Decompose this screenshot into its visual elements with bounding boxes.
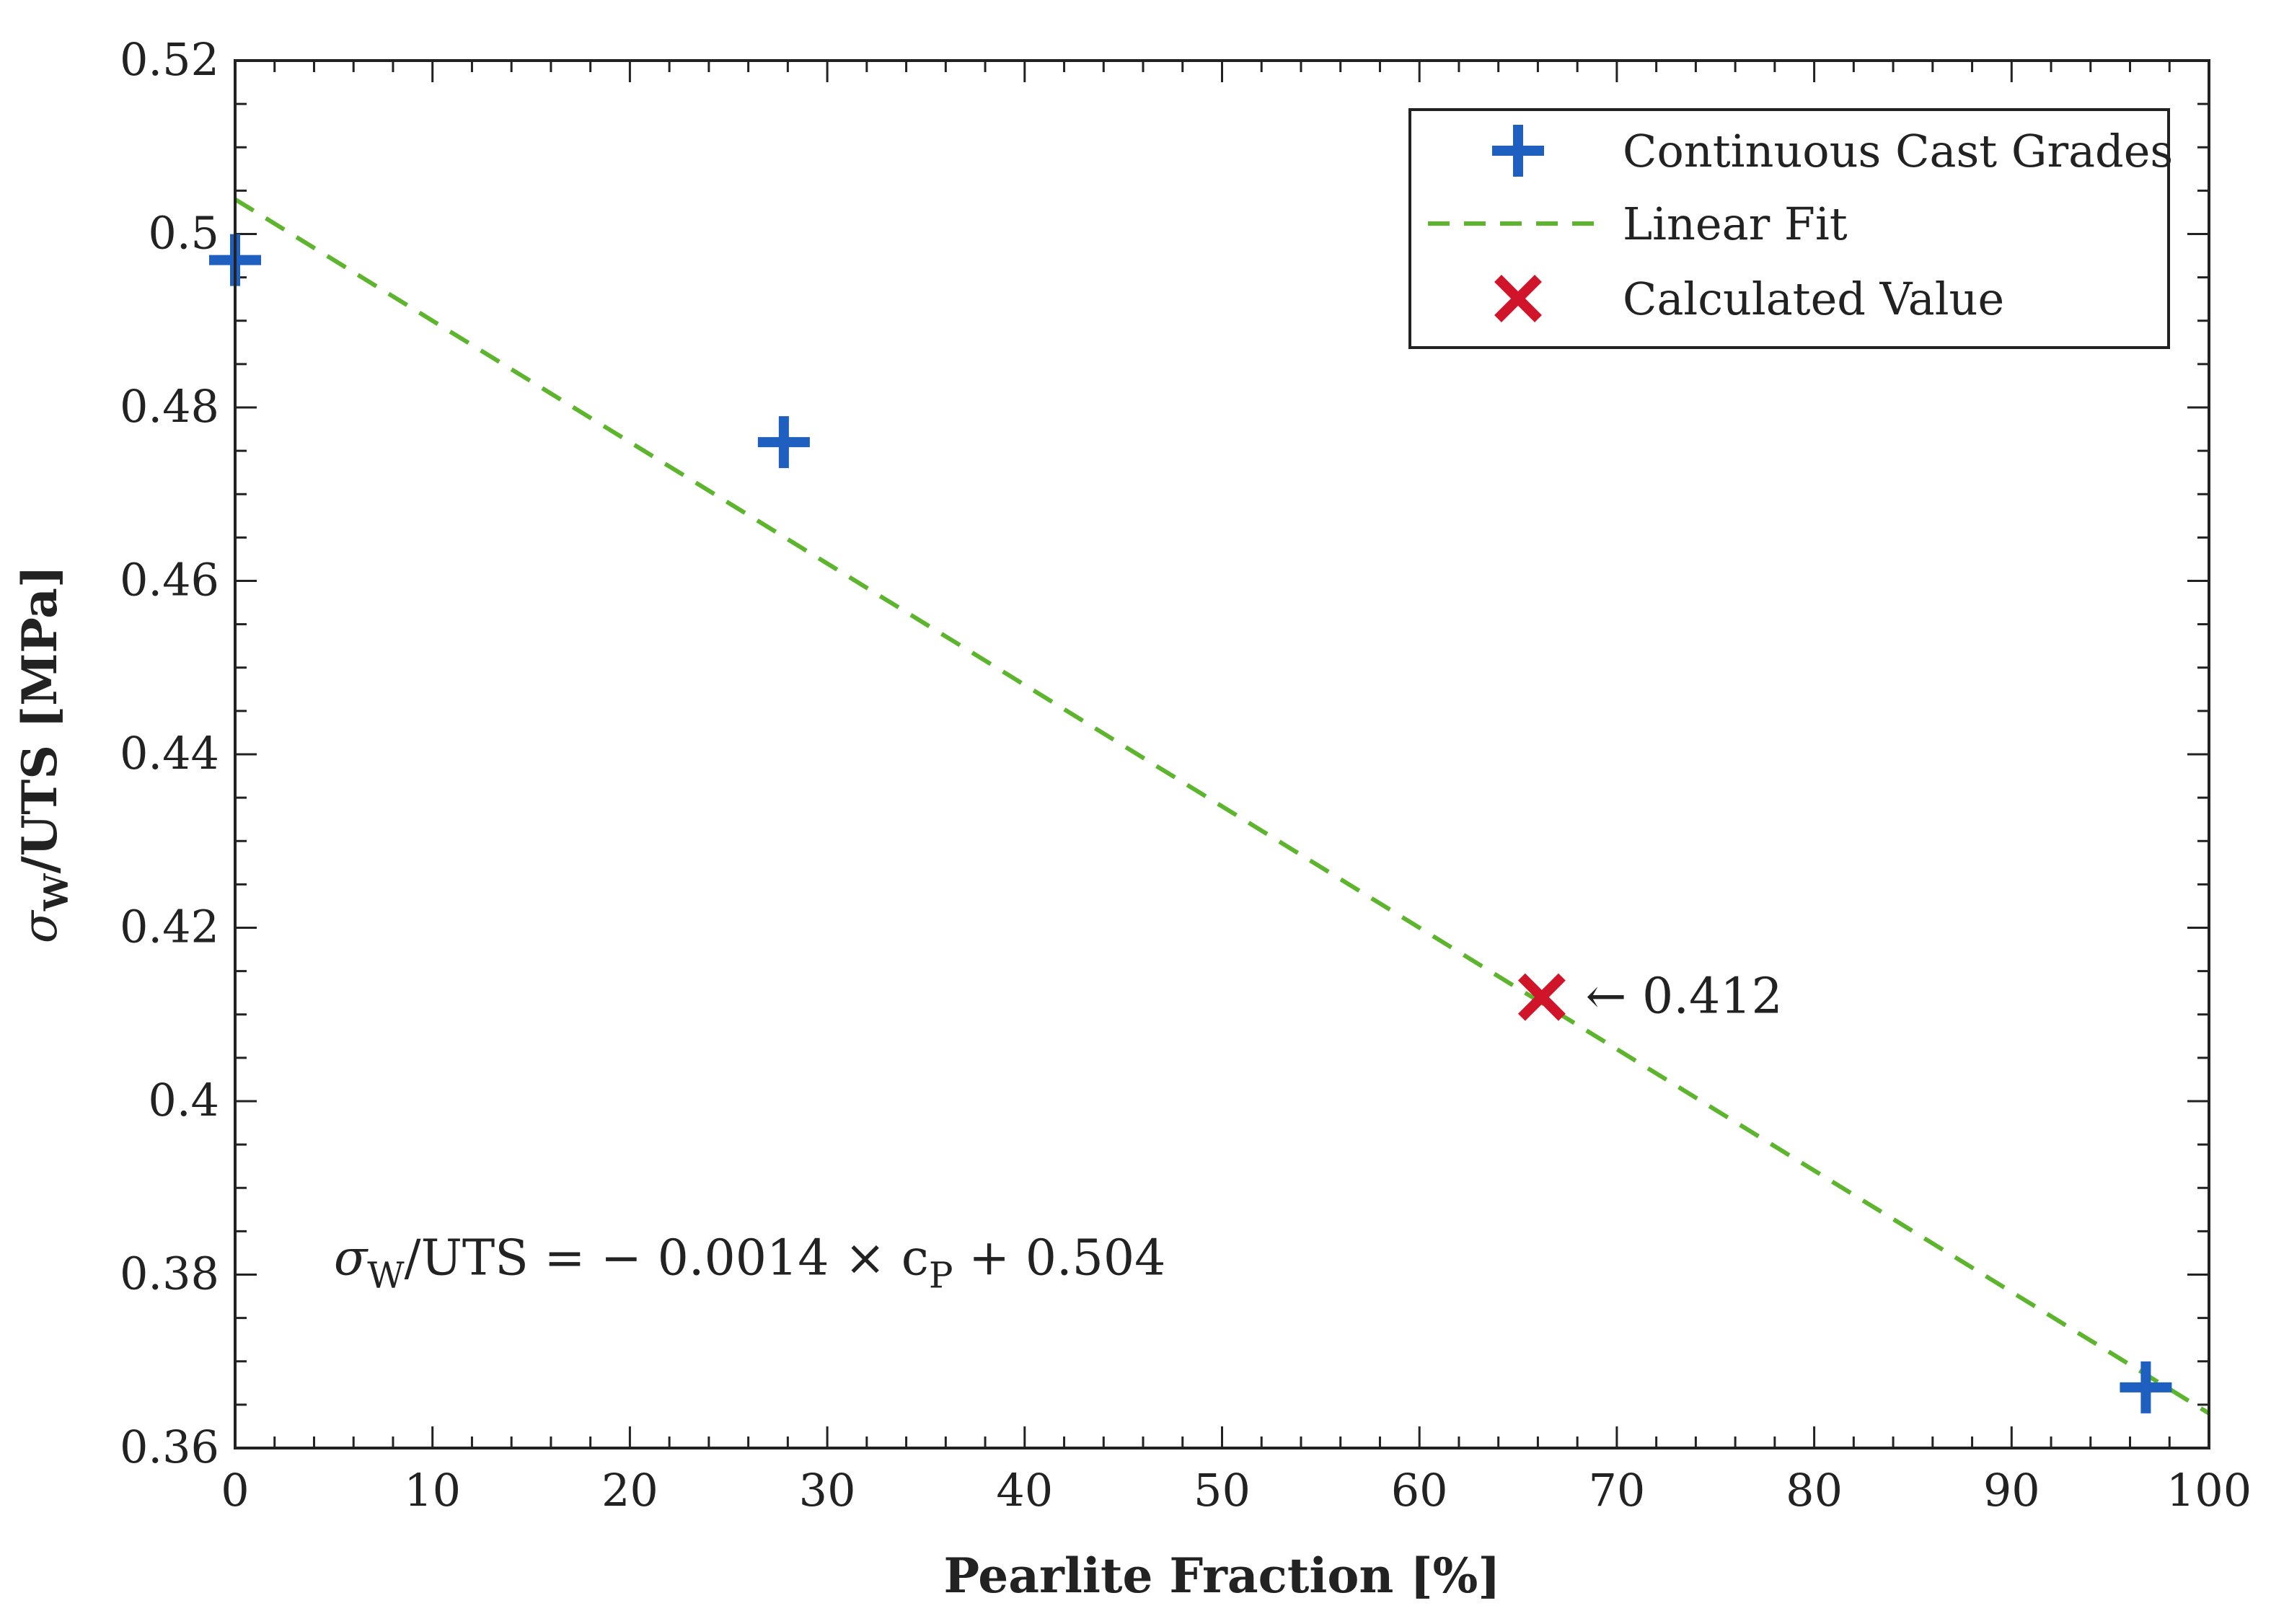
fit-line-layer bbox=[234, 197, 2210, 1416]
data-point-continuous-cast bbox=[2120, 1361, 2172, 1413]
legend-label: Calculated Value bbox=[1623, 273, 2004, 325]
y-tick-label: 0.46 bbox=[120, 554, 219, 606]
y-tick-label: 0.5 bbox=[148, 207, 219, 260]
x-tick-label: 60 bbox=[1391, 1464, 1448, 1517]
tick-labels: 0 10 20 30 40 50 60 70 80 90 100 0.36 0.38 0.4 0.42 0.4… bbox=[120, 33, 2252, 1517]
legend-label: Linear Fit bbox=[1623, 198, 1848, 250]
legend-cross-swatch-b bbox=[1494, 275, 1542, 322]
legend-label: Continuous Cast Grades bbox=[1623, 125, 2173, 177]
x-axis-title: Pearlite Fraction [%] bbox=[943, 1548, 1500, 1604]
equation-tail: + 0.504 bbox=[953, 1230, 1166, 1287]
annotation-calculated-value: ← 0.412 bbox=[1585, 968, 1782, 1025]
cross-marker-b bbox=[1517, 973, 1566, 1021]
equation-sub1: W bbox=[367, 1254, 405, 1296]
y-tick-label: 0.48 bbox=[120, 380, 219, 433]
x-tick-label: 40 bbox=[996, 1464, 1053, 1517]
x-tick-label: 80 bbox=[1786, 1464, 1843, 1517]
y-tick-label: 0.42 bbox=[120, 901, 219, 953]
y-tick-label: 0.52 bbox=[120, 33, 219, 86]
legend-item: Continuous Cast Grades bbox=[1492, 125, 2173, 177]
linear-fit-line bbox=[234, 197, 2210, 1416]
y-tick-label: 0.38 bbox=[120, 1248, 219, 1300]
y-tick-label: 0.44 bbox=[120, 727, 219, 780]
legend-item: Linear Fit bbox=[1428, 198, 1848, 250]
equation-sub2: P bbox=[929, 1254, 953, 1296]
equation-sigma: σ bbox=[334, 1230, 369, 1287]
fit-equation: σW/UTS = − 0.0014 × cP + 0.504 bbox=[334, 1230, 1166, 1296]
y-axis-sigma: σ bbox=[12, 909, 68, 943]
y-axis-title: σW/UTS [MPa] bbox=[12, 565, 76, 943]
equation-mid: /UTS = − 0.0014 × c bbox=[405, 1230, 929, 1287]
plot-frame bbox=[234, 59, 2210, 1449]
x-tick-label: 90 bbox=[1983, 1464, 2040, 1517]
x-tick-label: 30 bbox=[799, 1464, 856, 1517]
x-tick-label: 70 bbox=[1588, 1464, 1645, 1517]
data-point-continuous-cast bbox=[757, 416, 810, 469]
y-tick-label: 0.4 bbox=[148, 1074, 219, 1126]
x-tick-label: 20 bbox=[601, 1464, 658, 1517]
legend: Continuous Cast Grades Linear Fit Calculat… bbox=[1408, 108, 2173, 349]
x-tick-label: 100 bbox=[2166, 1464, 2252, 1517]
data-point-calculated-value bbox=[1517, 973, 1566, 1021]
legend-item: Calculated Value bbox=[1494, 273, 2004, 325]
y-axis-sub: W bbox=[37, 873, 76, 912]
x-tick-label: 50 bbox=[1194, 1464, 1251, 1517]
x-tick-label: 10 bbox=[404, 1464, 461, 1517]
y-tick-label: 0.36 bbox=[120, 1421, 219, 1473]
x-tick-label: 0 bbox=[221, 1464, 249, 1517]
y-axis-rest: /UTS [MPa] bbox=[12, 565, 68, 874]
